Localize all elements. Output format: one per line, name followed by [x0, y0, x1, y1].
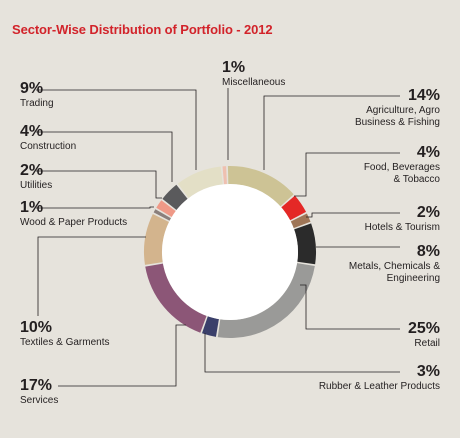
slice-label-6: Rubber & Leather Products	[319, 381, 440, 392]
leader-line-7	[58, 324, 186, 387]
slice-value-3: 2%	[417, 204, 440, 221]
slice-value-13: 1%	[222, 59, 245, 76]
slice-value-5: 25%	[408, 320, 440, 337]
slice-8	[144, 214, 169, 265]
leader-line-8	[37, 236, 146, 316]
leader-line-1	[263, 95, 400, 170]
slice-label-8: Textiles & Garments	[20, 337, 109, 348]
slice-value-1: 14%	[408, 87, 440, 104]
slice-1	[227, 166, 294, 207]
slice-label-10: Utilities	[20, 180, 52, 191]
slice-10	[156, 200, 176, 217]
slice-label-1-line-2: Business & Fishing	[355, 117, 440, 128]
slice-7	[145, 263, 207, 333]
slice-label-1-line-1: Agriculture, Agro	[366, 105, 440, 116]
slice-12	[177, 166, 223, 198]
leader-line-9	[36, 206, 154, 209]
donut-center	[162, 184, 298, 320]
slice-label-2-line-2: & Tobacco	[393, 174, 440, 185]
leader-line-10	[36, 170, 162, 199]
slice-label-3: Hotels & Tourism	[365, 222, 440, 233]
leader-line-2	[294, 152, 400, 197]
slice-value-9: 1%	[20, 199, 43, 216]
slice-value-10: 2%	[20, 162, 43, 179]
slice-13	[222, 166, 227, 185]
chart-title: Sector-Wise Distribution of Portfolio - …	[12, 22, 273, 37]
slice-value-2: 4%	[417, 144, 440, 161]
slice-label-4-line-1: Metals, Chemicals &	[349, 261, 440, 272]
slice-label-13: Miscellaneous	[222, 77, 285, 88]
slice-5	[217, 263, 315, 339]
slice-value-7: 17%	[20, 377, 52, 394]
slice-label-4-line-2: Engineering	[387, 273, 440, 284]
slice-label-9: Wood & Paper Products	[20, 217, 127, 228]
leader-line-5	[300, 284, 400, 330]
slice-3	[290, 213, 311, 229]
slice-9	[153, 209, 171, 221]
slice-label-7: Services	[20, 395, 58, 406]
slice-value-4: 8%	[417, 243, 440, 260]
slice-label-11: Construction	[20, 141, 76, 152]
slice-6	[202, 316, 219, 337]
leader-line-12	[36, 89, 197, 170]
slice-11	[162, 184, 188, 210]
slice-value-12: 9%	[20, 80, 43, 97]
slice-label-12: Trading	[20, 98, 54, 109]
leader-line-3	[306, 212, 400, 218]
slice-2	[281, 195, 307, 221]
slice-4	[294, 223, 317, 265]
slice-value-8: 10%	[20, 319, 52, 336]
leader-line-6	[204, 333, 400, 373]
leader-line-11	[36, 131, 173, 182]
slice-label-2-line-1: Food, Beverages	[364, 162, 440, 173]
slice-value-11: 4%	[20, 123, 43, 140]
slice-label-5: Retail	[414, 338, 440, 349]
slice-value-6: 3%	[417, 363, 440, 380]
